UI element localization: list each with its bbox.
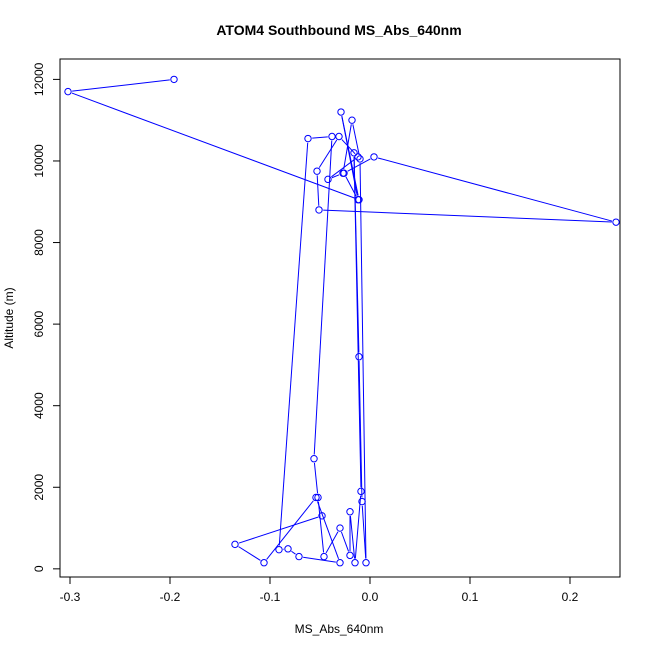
data-point bbox=[336, 524, 344, 532]
series-line-segment bbox=[352, 124, 360, 155]
data-point bbox=[170, 75, 178, 84]
data-point bbox=[354, 196, 362, 204]
data-point bbox=[260, 559, 268, 567]
y-tick-label: 6000 bbox=[32, 310, 46, 337]
series-line-segment bbox=[278, 142, 309, 546]
x-axis: -0.3 -0.2 -0.1 0.0 0.1 0.2 bbox=[60, 576, 579, 604]
data-point bbox=[320, 552, 328, 561]
y-tick-label: 4000 bbox=[32, 392, 46, 419]
series-line-segment bbox=[343, 124, 352, 170]
series-line-segment bbox=[71, 92, 356, 199]
x-tick-label: 0.1 bbox=[462, 590, 479, 604]
series-line-segment bbox=[361, 505, 367, 559]
data-point bbox=[358, 497, 366, 506]
series-line-segment bbox=[354, 495, 362, 559]
data-point bbox=[346, 551, 354, 560]
series-line-segment bbox=[323, 209, 612, 223]
series-line-segment bbox=[331, 174, 340, 179]
series-line-segment bbox=[316, 175, 320, 206]
data-point bbox=[328, 132, 336, 141]
y-tick-label: 12000 bbox=[32, 62, 46, 96]
series-line-segment bbox=[238, 546, 261, 561]
data-point bbox=[275, 545, 283, 554]
data-point bbox=[357, 487, 365, 496]
x-tick-label: -0.3 bbox=[60, 590, 81, 604]
data-point bbox=[337, 108, 345, 116]
series-line-segment bbox=[331, 159, 355, 178]
data-point bbox=[339, 169, 347, 177]
series-line-segment bbox=[349, 515, 356, 559]
data-point bbox=[313, 167, 321, 175]
data-point bbox=[362, 559, 370, 567]
series-line-segment bbox=[341, 139, 356, 155]
data-point bbox=[324, 175, 332, 184]
data-point bbox=[310, 455, 318, 463]
series-line-segment bbox=[318, 139, 338, 168]
data-point bbox=[351, 559, 359, 567]
data-point bbox=[231, 540, 239, 549]
data-point bbox=[355, 353, 363, 361]
series-line-segment bbox=[313, 462, 319, 494]
y-axis-label: Altitude (m) bbox=[2, 287, 16, 348]
series-line-segment bbox=[316, 501, 340, 559]
data-point bbox=[335, 132, 343, 141]
data-point bbox=[318, 512, 326, 520]
series-line-segment bbox=[347, 158, 371, 172]
x-axis-label: MS_Abs_640nm bbox=[295, 622, 384, 636]
data-point bbox=[314, 493, 322, 502]
x-tick-label: -0.1 bbox=[260, 590, 281, 604]
series-line-segment bbox=[353, 156, 362, 488]
x-tick-label: 0.0 bbox=[362, 590, 379, 604]
data-point bbox=[336, 559, 344, 567]
series-layer bbox=[64, 75, 620, 567]
data-point bbox=[612, 218, 620, 226]
series-line-segment bbox=[358, 360, 363, 498]
data-point bbox=[295, 552, 303, 561]
series-line-segment bbox=[359, 163, 367, 559]
y-tick-label: 8000 bbox=[32, 229, 46, 256]
data-point bbox=[346, 508, 354, 516]
series-line-segment bbox=[303, 556, 336, 563]
data-point bbox=[64, 87, 72, 96]
y-axis: 0 2000 4000 6000 8000 10000 12000 bbox=[32, 62, 61, 572]
data-point bbox=[315, 206, 323, 214]
series-line-segment bbox=[291, 550, 296, 555]
series-line-segment bbox=[266, 500, 314, 560]
series-line-segment bbox=[312, 136, 328, 139]
chart-title: ATOM4 Southbound MS_Abs_640nm bbox=[216, 22, 461, 38]
data-point bbox=[284, 545, 292, 553]
data-point bbox=[350, 149, 358, 157]
x-tick-label: -0.2 bbox=[160, 590, 181, 604]
plot-frame bbox=[59, 58, 621, 578]
series-line-segment bbox=[238, 516, 319, 544]
series-line-segment bbox=[317, 501, 325, 553]
y-tick-label: 2000 bbox=[32, 474, 46, 501]
data-point bbox=[356, 155, 364, 163]
series-line-segment bbox=[377, 157, 613, 222]
data-point bbox=[304, 134, 312, 143]
series-line-segment bbox=[313, 140, 333, 455]
x-tick-label: 0.2 bbox=[562, 590, 579, 604]
data-point bbox=[354, 153, 362, 161]
series-line-segment bbox=[340, 531, 350, 552]
data-point bbox=[348, 116, 356, 124]
y-tick-label: 0 bbox=[32, 565, 46, 572]
y-tick-label: 10000 bbox=[32, 144, 46, 178]
data-point bbox=[312, 493, 320, 502]
series-line-segment bbox=[72, 79, 170, 92]
data-point bbox=[370, 153, 378, 161]
